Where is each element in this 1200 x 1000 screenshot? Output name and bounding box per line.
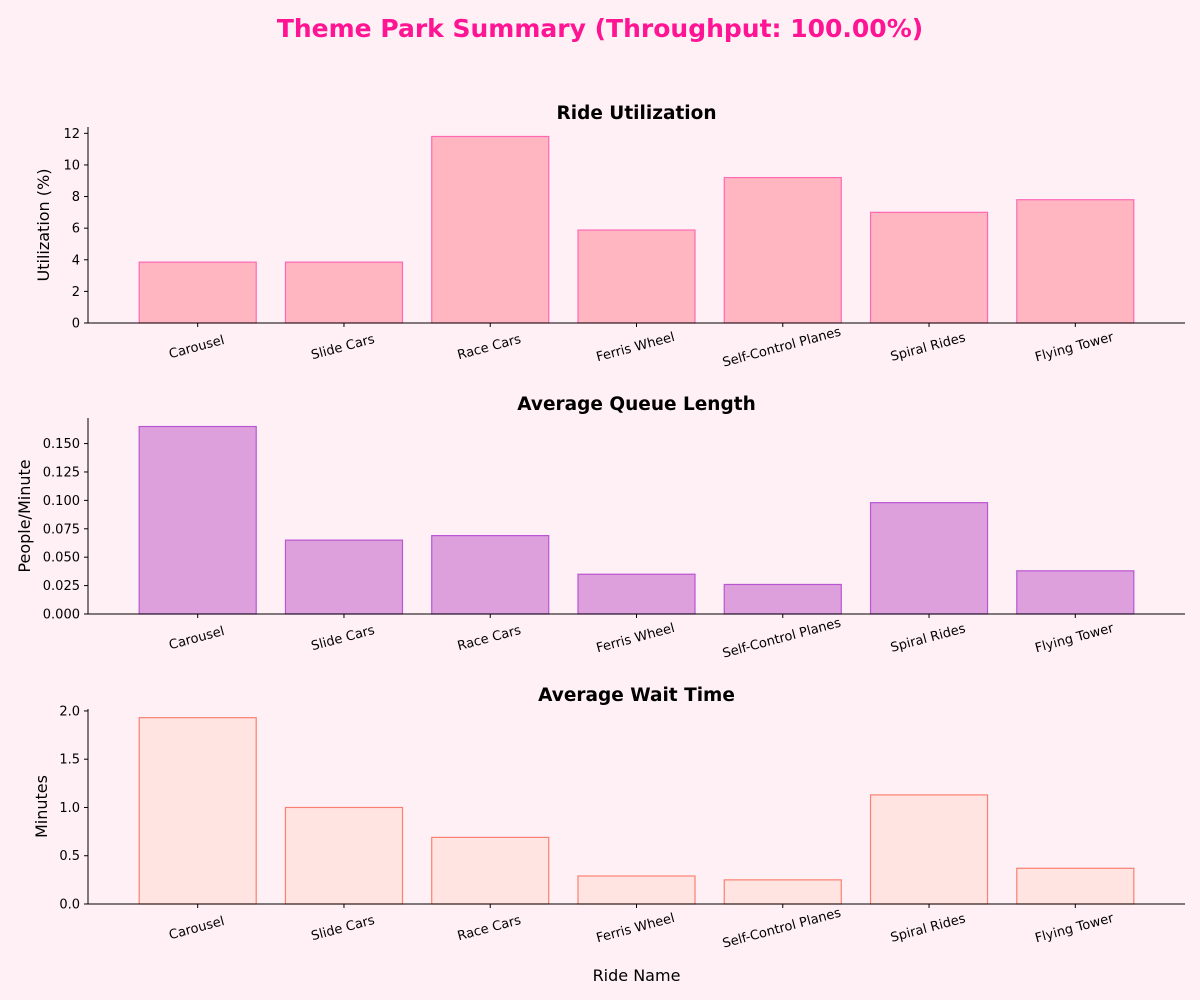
chart2-ytick-label: 0.100 (43, 494, 80, 509)
chart3-ytick-label: 1.5 (59, 753, 80, 768)
chart1-bar (723, 176, 842, 324)
chart1-bar (577, 229, 696, 324)
chart2-xtick-label: Ferris Wheel (595, 621, 677, 656)
chart1-xtick-label: Flying Tower (1033, 330, 1115, 366)
chart1-ytick-label: 4 (72, 253, 80, 268)
chart3-xtick-label: Self-Control Planes (721, 906, 843, 952)
chart3-bar (869, 794, 989, 905)
chart1-bar (138, 261, 257, 324)
chart1-bar (869, 211, 989, 324)
chart2-xtick-label: Spiral Rides (889, 621, 967, 655)
chart2-bar (577, 573, 696, 615)
chart2-bar (431, 534, 550, 615)
chart3-bar (284, 806, 404, 905)
chart3-ytick-label: 2.0 (59, 704, 80, 719)
chart1-ytick-label: 12 (63, 127, 80, 142)
chart2-ytick-label: 0.050 (43, 551, 80, 566)
chart2-bar (284, 539, 404, 615)
chart2-xtick-label: Self-Control Planes (721, 616, 843, 662)
chart1-ytick-label: 8 (72, 190, 80, 205)
chart3-bar (723, 879, 842, 905)
chart3-xtick-label: Ferris Wheel (595, 911, 677, 946)
chart2-ytick-label: 0.025 (43, 579, 80, 594)
chart3-bar (431, 836, 550, 905)
chart1-title: Ride Utilization (556, 103, 716, 124)
chart1-ylabel: Utilization (%) (34, 169, 53, 282)
chart1-xtick-label: Spiral Rides (889, 330, 967, 364)
chart2-title: Average Queue Length (517, 394, 755, 415)
chart1-xtick-label: Ferris Wheel (595, 330, 677, 365)
chart3-title: Average Wait Time (538, 685, 735, 706)
figure-title: Theme Park Summary (Throughput: 100.00%) (276, 14, 924, 43)
chart2-bar (1016, 570, 1135, 615)
chart2-bar (138, 425, 257, 615)
chart3-xtick-label: Spiral Rides (889, 911, 967, 945)
chart3-xtick-label: Slide Cars (310, 913, 377, 944)
chart2-ytick-label: 0.075 (43, 522, 80, 537)
chart3-bar (577, 875, 696, 905)
chart2-ytick-label: 0.125 (43, 465, 80, 480)
chart3-ylabel: Minutes (32, 775, 51, 838)
chart2-xtick-label: Race Cars (456, 623, 523, 654)
chart2-bar (723, 583, 842, 615)
chart1-xtick-label: Self-Control Planes (721, 325, 843, 371)
chart1-ytick-label: 10 (63, 158, 80, 173)
chart2-ylabel: People/Minute (15, 459, 34, 572)
chart1-ytick-label: 2 (72, 285, 80, 300)
chart1-xtick-label: Carousel (167, 333, 226, 362)
chart3-bar (1016, 867, 1135, 905)
chart1-xtick-label: Slide Cars (310, 332, 377, 363)
chart1-xtick-label: Race Cars (456, 332, 523, 363)
chart3-bar (138, 717, 257, 905)
chart1-ytick-label: 6 (72, 222, 80, 237)
chart3-ytick-label: 0.5 (59, 849, 80, 864)
chart2-ytick-label: 0.000 (43, 608, 80, 623)
chart3-ytick-label: 0.0 (59, 898, 80, 913)
chart2-xtick-label: Carousel (167, 624, 226, 653)
chart2-xtick-label: Slide Cars (310, 623, 377, 654)
chart3-ytick-label: 1.0 (59, 801, 80, 816)
chart1-bar (1016, 199, 1135, 324)
chart2-xtick-label: Flying Tower (1033, 621, 1115, 657)
chart3-xtick-label: Carousel (167, 914, 226, 943)
chart2-bar (869, 502, 989, 615)
chart1-ytick-label: 0 (72, 317, 80, 332)
chart3-xtick-label: Race Cars (456, 913, 523, 944)
chart1-bar (284, 261, 404, 324)
chart2-ytick-label: 0.150 (43, 437, 80, 452)
chart3-xtick-label: Flying Tower (1033, 911, 1115, 947)
chart3-xlabel: Ride Name (593, 966, 681, 985)
chart1-bar (431, 135, 550, 324)
